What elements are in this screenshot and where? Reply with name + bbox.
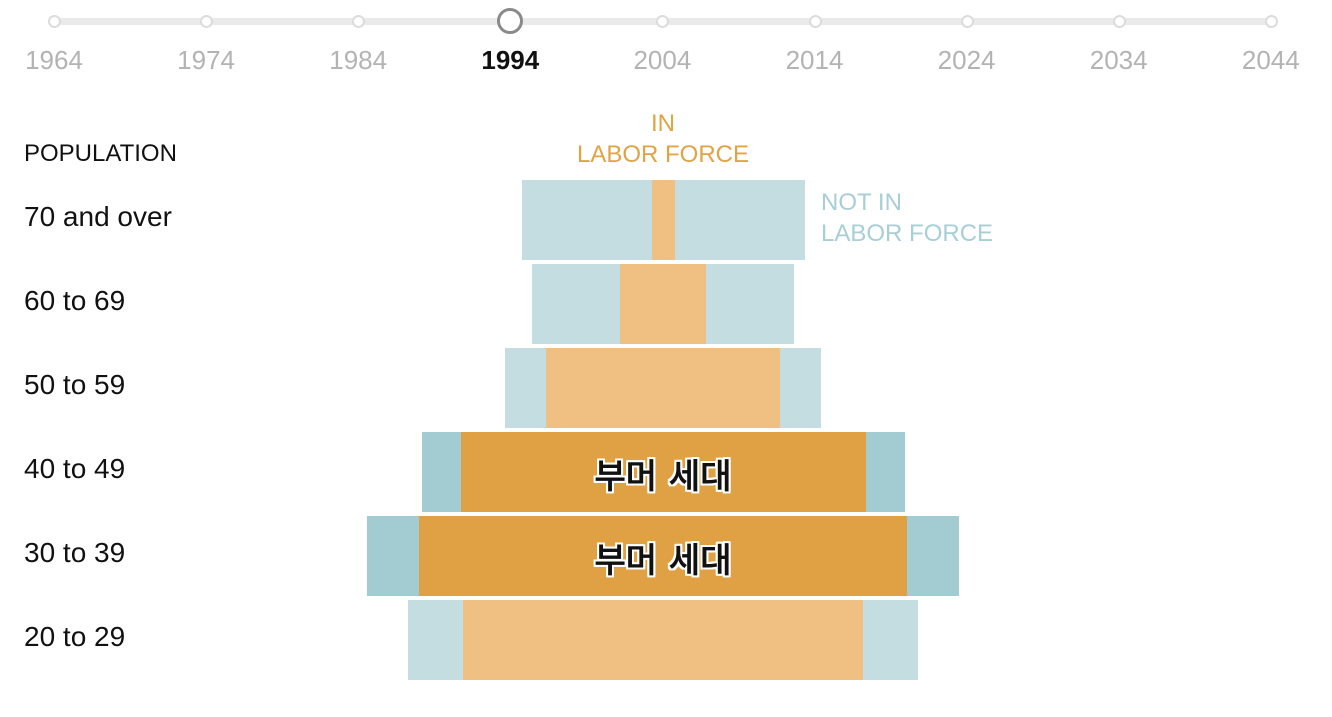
bar-in-labor — [460, 432, 866, 512]
boomer-generation-label: 부머 세대 — [594, 457, 732, 497]
timeline-stop-2044[interactable] — [1264, 15, 1278, 28]
row-label: 50 to 59 — [24, 369, 126, 400]
bar-not-in-labor-right — [907, 516, 959, 596]
legend-not-line-2: LABOR FORCE — [821, 220, 994, 247]
bar-not-in-labor-left — [408, 600, 463, 680]
timeline-stop-2014[interactable] — [808, 15, 822, 28]
timeline-stop-2024[interactable] — [960, 15, 974, 28]
bar-not-in-labor-right — [780, 348, 821, 428]
legend-in-labor-force: IN LABOR FORCE — [563, 108, 763, 170]
year-label-1964[interactable]: 1964 — [25, 45, 83, 75]
bar-not-in-labor-left — [367, 516, 419, 596]
timeline-stop-1964[interactable] — [48, 15, 61, 28]
bar-in-labor — [463, 600, 863, 680]
year-label-2024[interactable]: 2024 — [937, 45, 996, 75]
bar-in-labor — [651, 180, 675, 260]
axis-title: POPULATION — [24, 140, 177, 167]
bar-not-in-labor-right — [863, 600, 918, 680]
bar-in-labor — [620, 264, 706, 344]
year-label-1984[interactable]: 1984 — [329, 45, 388, 75]
year-label-2044[interactable]: 2044 — [1241, 45, 1300, 75]
boomer-generation-label: 부머 세대 — [594, 541, 732, 581]
year-label-2034[interactable]: 2034 — [1089, 45, 1148, 75]
row-label: 70 and over — [24, 201, 172, 232]
year-timeline[interactable]: 1964 1974 1984 1994 2004 2014 2024 2034 2044 — [0, 0, 1332, 90]
year-label-1974[interactable]: 1974 — [177, 45, 236, 75]
timeline-stop-1974[interactable] — [200, 15, 214, 28]
row-label: 40 to 49 — [24, 453, 126, 484]
timeline-stop-1984[interactable] — [352, 15, 366, 28]
timeline-handle[interactable] — [497, 8, 524, 34]
bar-not-in-labor-left — [421, 432, 461, 512]
row-label: 60 to 69 — [24, 285, 126, 316]
bar-not-in-labor-left — [521, 180, 652, 260]
legend-in-line-1: IN — [651, 110, 675, 137]
year-label-2014[interactable]: 2014 — [785, 45, 844, 75]
legend-in-line-2: LABOR FORCE — [576, 141, 750, 168]
bar-in-labor — [419, 516, 907, 596]
year-label-2004[interactable]: 2004 — [633, 45, 692, 75]
bar-not-in-labor-right — [865, 432, 905, 512]
bar-not-in-labor-right — [706, 264, 794, 344]
legend-not-line-1: NOT IN — [821, 189, 902, 216]
row-label: 20 to 29 — [24, 621, 126, 652]
year-label-1994[interactable]: 1994 — [481, 45, 540, 75]
bar-not-in-labor-left — [505, 348, 546, 428]
bar-not-in-labor-right — [674, 180, 805, 260]
timeline-stop-2004[interactable] — [656, 15, 670, 28]
bar-in-labor — [546, 348, 780, 428]
row-label: 30 to 39 — [24, 537, 126, 568]
bar-not-in-labor-left — [532, 264, 620, 344]
timeline-stop-2034[interactable] — [1112, 15, 1126, 28]
legend-not-in-labor-force: NOT IN LABOR FORCE — [821, 187, 1021, 249]
